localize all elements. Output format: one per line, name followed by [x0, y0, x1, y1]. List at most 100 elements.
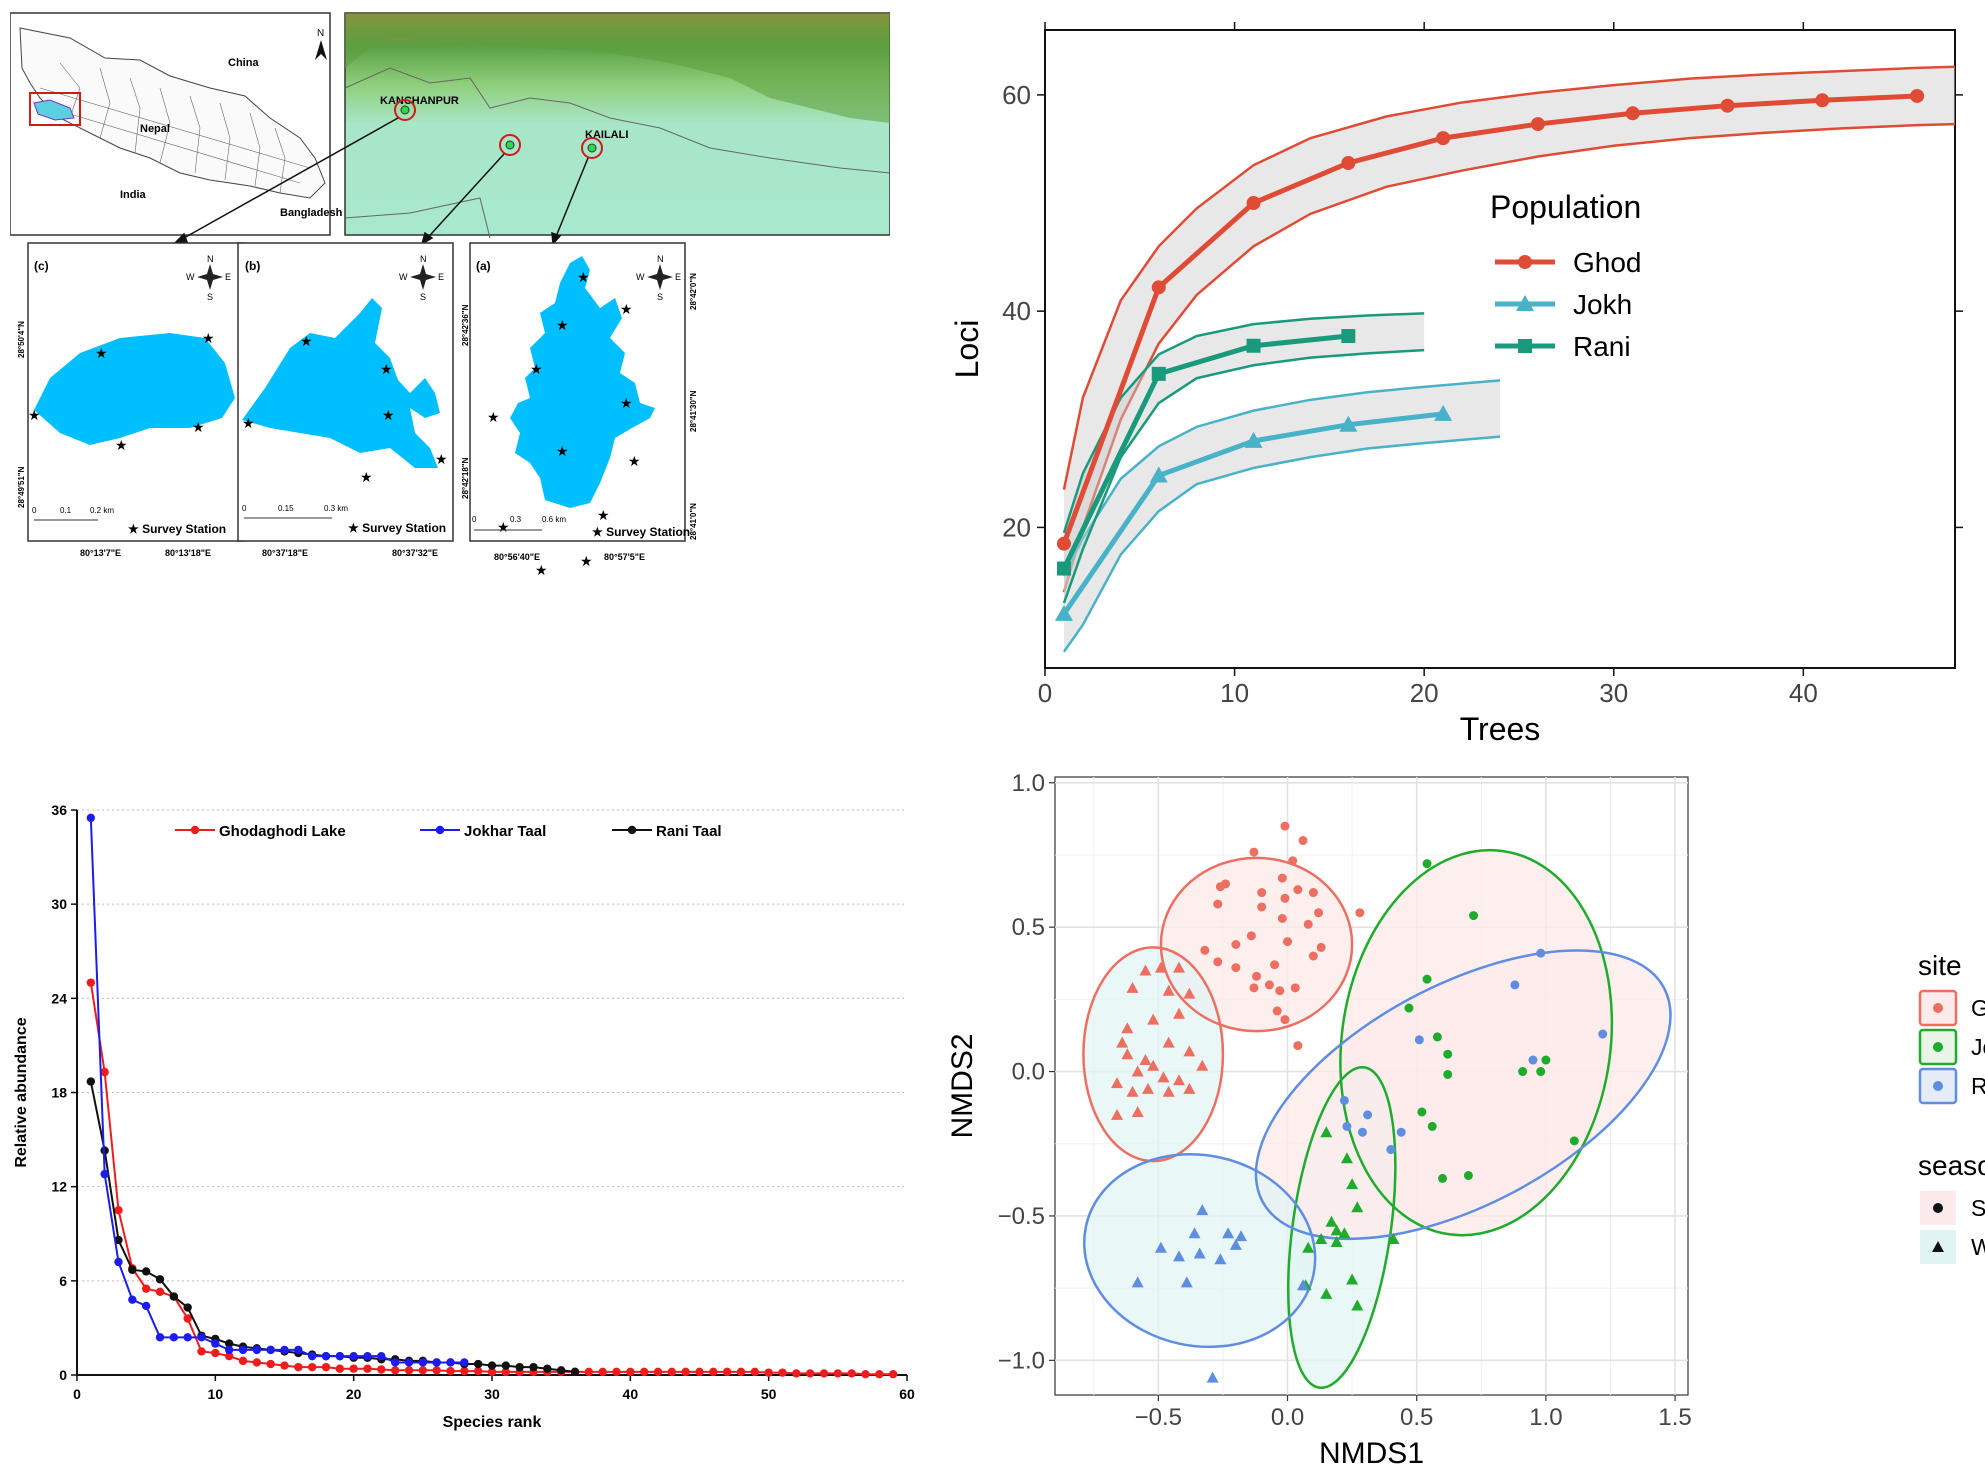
- series-0-point-4: [141, 1284, 151, 1293]
- x-tick-label-5: 50: [761, 1386, 777, 1402]
- series-0-point-5: [155, 1287, 165, 1297]
- point-rani_winter-2: [1154, 1241, 1167, 1253]
- series-2-point-4: [141, 1267, 151, 1276]
- y-axis-label: Relative abundance: [13, 1017, 30, 1167]
- series-1-point-9: [211, 1339, 220, 1348]
- point-rani_summer-0: [1510, 980, 1520, 990]
- point-ghod_summer-21: [1308, 951, 1318, 961]
- point-rani_winter-4: [1193, 1247, 1206, 1259]
- svg-text:★: ★: [628, 453, 641, 469]
- point-ghod_winter-19: [1111, 1077, 1124, 1089]
- series-0-point-51: [792, 1369, 801, 1378]
- series-0-line: [89, 982, 894, 1376]
- point-ghod_summer-7: [1257, 888, 1267, 898]
- point-jokh_winter-14: [1330, 1235, 1343, 1247]
- overview-label-0: China: [228, 57, 259, 69]
- series-0-point-29: [487, 1367, 497, 1377]
- point-ghod_summer-32: [1293, 1041, 1303, 1051]
- point-rani_winter-9: [1229, 1238, 1242, 1250]
- series-1-point-25: [432, 1358, 441, 1367]
- inset-a-legend: ★ Survey Station: [592, 525, 690, 539]
- study-area-box: [29, 92, 81, 126]
- svg-text:0.1: 0.1: [60, 506, 72, 515]
- legend-site-label-0: Ghod: [1971, 995, 1985, 1021]
- series-0-point-24: [418, 1366, 428, 1375]
- x-tick-label-3: 30: [484, 1386, 500, 1402]
- legend-season-label-0: Summer: [1971, 1195, 1985, 1221]
- point-jokh_winter-13: [1351, 1299, 1364, 1311]
- series-0-point-56: [861, 1370, 870, 1379]
- svg-text:★: ★: [620, 301, 633, 317]
- band-upper-rani: [1062, 312, 1425, 534]
- x-tick-label-2: 20: [346, 1386, 362, 1402]
- x-tick-label-4: 40: [1789, 678, 1818, 708]
- svg-text:★: ★: [620, 395, 633, 411]
- rank-abundance-chart: 0 6 12 18 24 30 36 0 10 20 30 40 50 60 Species rank Rel…: [13, 802, 915, 1431]
- point-jokh_summer-10: [1427, 1121, 1437, 1131]
- inset-b-scale: 0 0.15 0.3 km: [242, 504, 348, 519]
- point-rani_winter-0: [1196, 1204, 1209, 1216]
- legend-site-dot-0: [1933, 1003, 1943, 1013]
- inset-a-lon-left: 80°56'40"E: [494, 552, 540, 562]
- svg-text:0.3 km: 0.3 km: [324, 504, 348, 513]
- legend-season-label-1: Winter: [1971, 1234, 1985, 1260]
- legend-label-2: Rani Taal: [656, 823, 722, 840]
- point-jokh_summer-9: [1417, 1107, 1427, 1117]
- svg-text:N: N: [657, 254, 664, 264]
- inset-b-lon-right: 80°37'32"E: [392, 548, 438, 558]
- legend-site-dot-1: [1933, 1042, 1943, 1052]
- point-ghod_summer-16: [1355, 908, 1365, 918]
- svg-text:E: E: [438, 272, 444, 282]
- series-0-point-50: [778, 1368, 787, 1377]
- svg-text:W: W: [186, 272, 195, 282]
- band-ghod: [1063, 66, 1955, 593]
- overview-label-1: Nepal: [140, 123, 170, 135]
- point-rani-1: [1151, 366, 1166, 381]
- inset-c-legend: ★ Survey Station: [128, 522, 226, 536]
- point-rani_summer-5: [1339, 1095, 1349, 1105]
- north-arrow-icon: N: [315, 28, 327, 60]
- series-0-point-30: [501, 1367, 511, 1377]
- series-2-line: [89, 1081, 576, 1373]
- series-0-point-40: [639, 1367, 649, 1377]
- series-0-point-2: [114, 1206, 123, 1215]
- district-lines: [39, 62, 311, 194]
- point-jokh_winter-6: [1315, 1233, 1328, 1245]
- legend-label-rani: Rani: [1573, 331, 1631, 362]
- inset-c-scale: 0 0.1 0.2 km: [32, 506, 114, 521]
- series-2-point-33: [543, 1364, 552, 1373]
- series-2-point-35: [570, 1367, 580, 1377]
- x-tick-label-2: 20: [1410, 678, 1439, 708]
- legend-marker-ghod: [1518, 255, 1532, 269]
- point-rani_winter-12: [1297, 1279, 1310, 1291]
- point-rani_summer-9: [1342, 1121, 1352, 1131]
- legend-season-title: season: [1918, 1150, 1985, 1181]
- point-ghod-9: [1910, 88, 1925, 103]
- x-axis-label: Trees: [1460, 711, 1541, 747]
- series-0-point-25: [432, 1366, 441, 1375]
- inset-a-scale: 0 0.3 0.6 km: [472, 515, 566, 531]
- point-ghod_summer-20: [1231, 939, 1241, 949]
- svg-text:★: ★: [530, 361, 543, 377]
- point-ghod_summer-8: [1277, 873, 1287, 883]
- series-0-point-14: [280, 1361, 289, 1370]
- point-rani_summer-6: [1357, 1127, 1367, 1137]
- series-0-point-21: [377, 1365, 386, 1374]
- series-0-point-0: [86, 978, 96, 987]
- svg-text:★: ★: [435, 451, 448, 467]
- point-rani_summer-1: [1536, 948, 1546, 958]
- nmds-ordination-chart: −0.5 0.0 0.5 1.0 1.5 −1.0 −0.5 0.0 0.5 1.0 NMDS1 NM…: [946, 770, 1985, 1470]
- point-jokh_summer-11: [1569, 1136, 1579, 1146]
- series-0-point-8: [197, 1347, 206, 1356]
- point-ghod_summer-19: [1283, 937, 1293, 947]
- x-tick-label-0: 0: [1038, 678, 1052, 708]
- point-ghod_winter-2: [1173, 961, 1186, 973]
- series-0-point-41: [653, 1367, 663, 1377]
- svg-text:★: ★: [556, 317, 569, 333]
- series-1-line: [89, 817, 465, 1364]
- point-ghod_winter-8: [1116, 1036, 1129, 1048]
- series-0-point-9: [211, 1348, 220, 1358]
- inset-b-legend: ★ Survey Station: [348, 521, 446, 535]
- point-ghod_winter-13: [1121, 1048, 1134, 1060]
- point-jokh_winter-5: [1330, 1224, 1343, 1236]
